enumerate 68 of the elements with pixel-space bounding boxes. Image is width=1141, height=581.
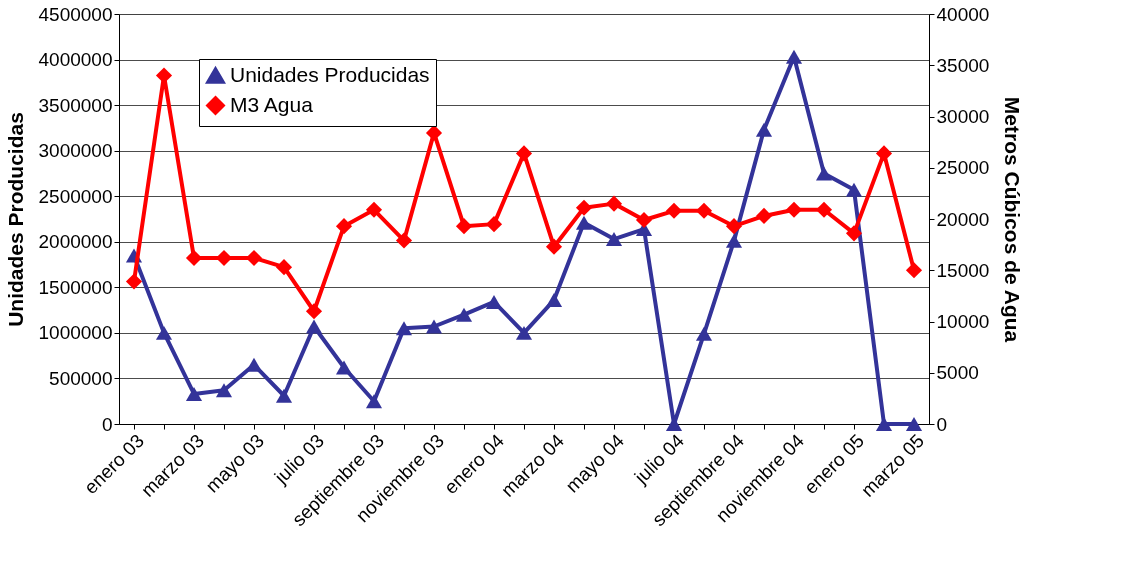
- point: [305, 303, 323, 320]
- point: [365, 394, 383, 409]
- point: [875, 145, 893, 162]
- legend-label: Unidades Producidas: [230, 62, 430, 86]
- y2-tick-label: 15000: [936, 259, 990, 281]
- point: [905, 417, 923, 431]
- point: [365, 201, 383, 218]
- point: [785, 201, 803, 218]
- point: [695, 202, 713, 219]
- point: [125, 273, 143, 290]
- point: [515, 325, 533, 340]
- point: [425, 319, 443, 334]
- y2-tick-label: 25000: [936, 157, 990, 179]
- y2-tick-label: 40000: [936, 3, 990, 25]
- point: [155, 325, 173, 340]
- point: [455, 218, 473, 235]
- point: [545, 293, 563, 308]
- point: [845, 225, 863, 242]
- y2-tick-label: 10000: [936, 311, 990, 332]
- y-tick-label: 2000000: [38, 231, 113, 253]
- y2-tick-label: 35000: [936, 54, 990, 76]
- point: [455, 307, 473, 322]
- y-tick-label: 1000000: [38, 322, 113, 344]
- point: [395, 321, 413, 336]
- y2-tick-label: 0: [936, 413, 948, 435]
- point: [755, 122, 773, 137]
- point: [275, 388, 293, 403]
- point: [275, 259, 293, 276]
- y-tick-label: 2500000: [38, 185, 113, 207]
- point: [335, 360, 353, 375]
- y-axis-title: Unidades Producidas: [3, 112, 27, 327]
- point: [545, 238, 563, 255]
- y-tick-label: 500000: [49, 367, 113, 389]
- y-tick-label: 0: [101, 413, 113, 435]
- point: [815, 201, 833, 218]
- point: [905, 262, 923, 279]
- point: [215, 383, 233, 398]
- y-tick-label: 3000000: [38, 140, 113, 162]
- point: [875, 417, 893, 431]
- legend-label: M3 Agua: [230, 92, 314, 116]
- point: [395, 232, 413, 249]
- point: [605, 232, 623, 247]
- point: [635, 211, 653, 229]
- point: [755, 207, 773, 224]
- point: [785, 49, 803, 64]
- y2-tick-label: 30000: [936, 106, 990, 127]
- y-tick-label: 1500000: [38, 276, 113, 298]
- point: [725, 233, 743, 248]
- point: [605, 195, 623, 212]
- point: [845, 182, 863, 197]
- point: [485, 216, 503, 233]
- y2-axis-title: Metros Cúbicos de Agua: [1001, 96, 1025, 343]
- y-tick-label: 4500000: [38, 3, 113, 25]
- y-tick-label: 3500000: [38, 94, 113, 116]
- y-tick-label: 4000000: [38, 49, 113, 71]
- point: [185, 386, 203, 401]
- point: [725, 218, 743, 235]
- point: [695, 326, 713, 341]
- point: [575, 199, 593, 216]
- point: [335, 218, 353, 235]
- point: [575, 215, 593, 230]
- point: [665, 202, 683, 219]
- point: [305, 319, 323, 334]
- point: [485, 294, 503, 309]
- point: [515, 145, 533, 162]
- point: [815, 166, 833, 181]
- y2-tick-label: 20000: [936, 208, 990, 230]
- y2-tick-label: 5000: [936, 362, 979, 384]
